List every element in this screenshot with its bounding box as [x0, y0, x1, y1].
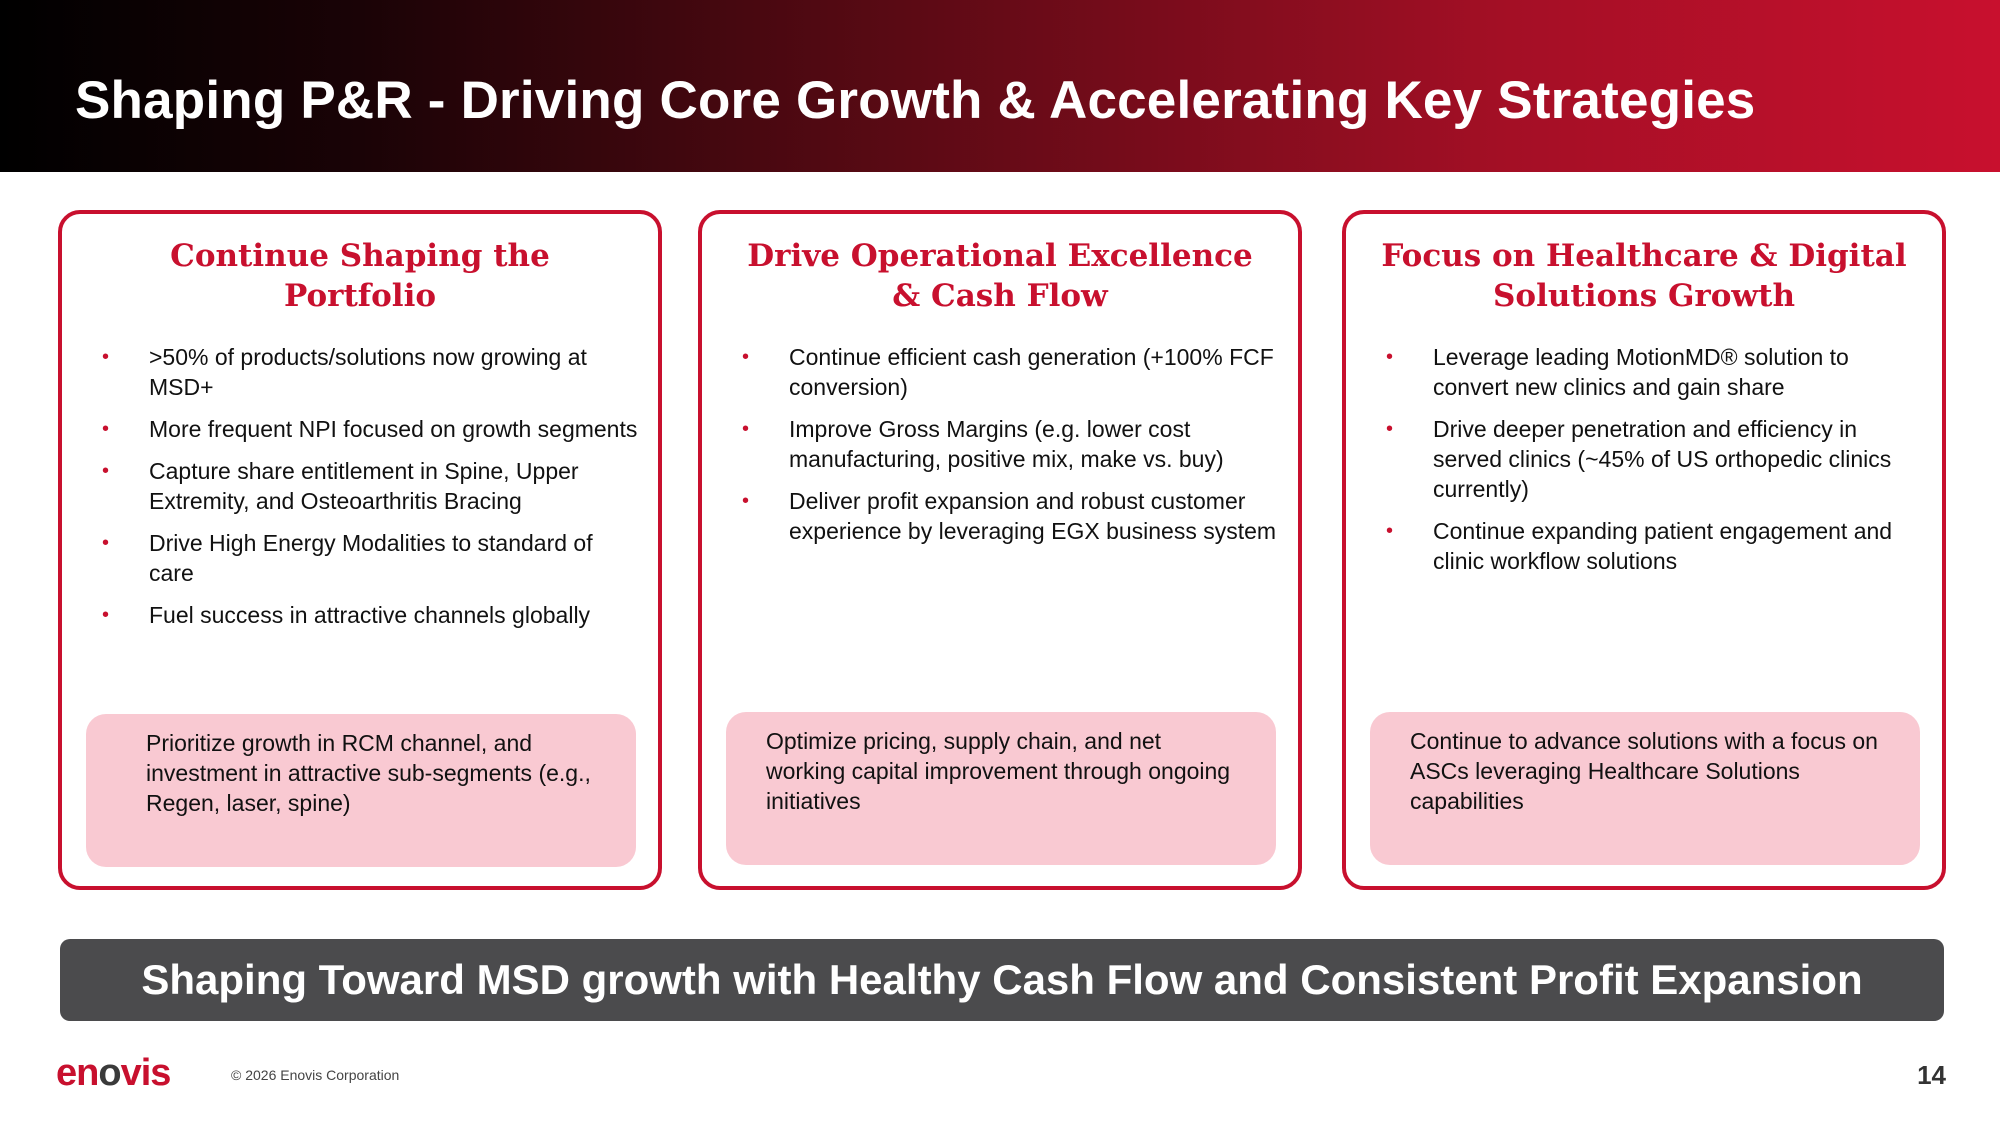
bullet-icon: •: [742, 346, 750, 368]
bullet-icon: •: [102, 532, 110, 554]
list-item: • More frequent NPI focused on growth seg…: [102, 416, 638, 442]
list-item: • Improve Gross Margins (e.g. lower cost …: [742, 416, 1224, 472]
bullet-list: • >50% of products/solutions now growing …: [102, 342, 642, 642]
card-heading: Continue Shaping the Portfolio: [170, 238, 550, 314]
list-item: • Fuel success in attractive channels glo…: [102, 602, 591, 628]
bullet-list: • Continue efficient cash generation (+10…: [742, 342, 1282, 558]
card-note: Prioritize growth in RCM channel, and in…: [86, 714, 636, 867]
bullet-icon: •: [1386, 418, 1394, 440]
bullet-icon: •: [742, 418, 750, 440]
card-note: Optimize pricing, supply chain, and net …: [726, 712, 1276, 865]
bullet-icon: •: [742, 490, 750, 512]
card-healthcare-digital: Focus on Healthcare & Digital Solutions …: [1342, 210, 1946, 890]
bullet-icon: •: [102, 418, 110, 440]
list-item: • Capture share entitlement in Spine, Upp…: [102, 458, 579, 514]
list-item: • Leverage leading MotionMD® solution to …: [1386, 344, 1849, 400]
list-item: • Drive High Energy Modalities to standar…: [102, 530, 593, 586]
card-heading: Drive Operational Excellence & Cash Flow: [747, 238, 1253, 314]
bullet-icon: •: [1386, 346, 1394, 368]
page-number: 14: [1917, 1060, 1946, 1090]
summary-banner: Shaping Toward MSD growth with Healthy C…: [60, 939, 1944, 1021]
card-operational-excellence: Drive Operational Excellence & Cash Flow…: [698, 210, 1302, 890]
bullet-icon: •: [102, 346, 110, 368]
bullet-icon: •: [102, 604, 110, 626]
list-item: • Drive deeper penetration and efficiency…: [1386, 416, 1892, 502]
bullet-icon: •: [102, 460, 110, 482]
card-continue-shaping-portfolio: Continue Shaping the Portfolio • >50% of …: [58, 210, 662, 890]
list-item: • Continue expanding patient engagement a…: [1386, 518, 1893, 574]
copyright: © 2026 Enovis Corporation: [231, 1067, 400, 1083]
card-note: Continue to advance solutions with a foc…: [1370, 712, 1920, 865]
bullet-list: • Leverage leading MotionMD® solution to …: [1386, 342, 1926, 588]
title-bar: Shaping P&R - Driving Core Growth & Acce…: [0, 0, 2000, 172]
card-heading: Focus on Healthcare & Digital Solutions …: [1381, 238, 1907, 314]
enovis-logo: enovis: [56, 1052, 171, 1094]
slide-title: Shaping P&R - Driving Core Growth & Acce…: [75, 71, 1756, 130]
list-item: • Deliver profit expansion and robust cus…: [742, 488, 1277, 544]
bullet-icon: •: [1386, 520, 1394, 542]
list-item: • Continue efficient cash generation (+10…: [742, 344, 1274, 400]
list-item: • >50% of products/solutions now growing …: [102, 344, 587, 400]
